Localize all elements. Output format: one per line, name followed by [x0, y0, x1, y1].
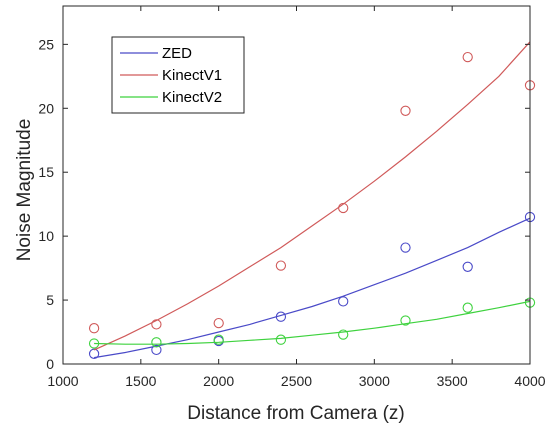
data-point-kinectv1: [213, 317, 224, 329]
x-tick-label: 3000: [359, 373, 390, 389]
data-point-kinectv1: [151, 319, 162, 330]
y-tick-label: 0: [46, 356, 54, 372]
y-tick-label: 25: [38, 36, 54, 52]
fit-line-kinectv1: [93, 41, 531, 351]
x-tick-label: 2500: [281, 373, 312, 389]
data-point-zed: [462, 261, 473, 272]
data-point-kinectv1: [400, 105, 411, 116]
data-point-kinectv2: [275, 334, 287, 345]
x-tick-label: 1500: [125, 373, 156, 389]
y-tick-label: 10: [38, 228, 54, 244]
x-tick-label: 1000: [47, 373, 78, 389]
legend: ZED KinectV1 KinectV2: [111, 36, 245, 114]
data-point-kinectv2: [88, 338, 100, 349]
legend-label: ZED: [162, 45, 192, 62]
data-point-kinectv1: [275, 260, 287, 271]
data-point-kinectv1: [338, 202, 349, 214]
data-point-kinectv2: [213, 334, 224, 345]
data-point-zed: [338, 296, 349, 307]
x-tick-label: 2000: [203, 373, 234, 389]
data-point-kinectv2: [151, 337, 162, 348]
x-axis-label: Distance from Camera (z): [187, 403, 405, 424]
data-point-kinectv1: [88, 323, 100, 334]
y-tick-label: 5: [46, 292, 54, 308]
axes: 1000 1500 2000 2500 3000 3500 4000 0 5 10 15 20 25: [38, 5, 546, 389]
data-point-zed: [400, 242, 411, 253]
data-point-zed: [275, 311, 287, 322]
legend-label: KinectV2: [162, 89, 222, 106]
y-tick-label: 20: [38, 100, 54, 116]
y-axis-label: Noise Magnitude: [14, 119, 35, 262]
data-point-kinectv2: [462, 302, 473, 313]
x-tick-label: 3500: [437, 373, 468, 389]
y-tick-label: 15: [38, 164, 54, 180]
data-point-kinectv1: [462, 51, 473, 63]
data-point-kinectv2: [400, 315, 411, 326]
data-point-zed: [151, 344, 162, 356]
data-point-zed: [88, 348, 100, 359]
data-point-kinectv2: [338, 329, 349, 340]
fit-line-kinectv2: [94, 300, 531, 345]
x-tick-label: 4000: [514, 373, 545, 389]
legend-label: KinectV1: [162, 67, 222, 84]
